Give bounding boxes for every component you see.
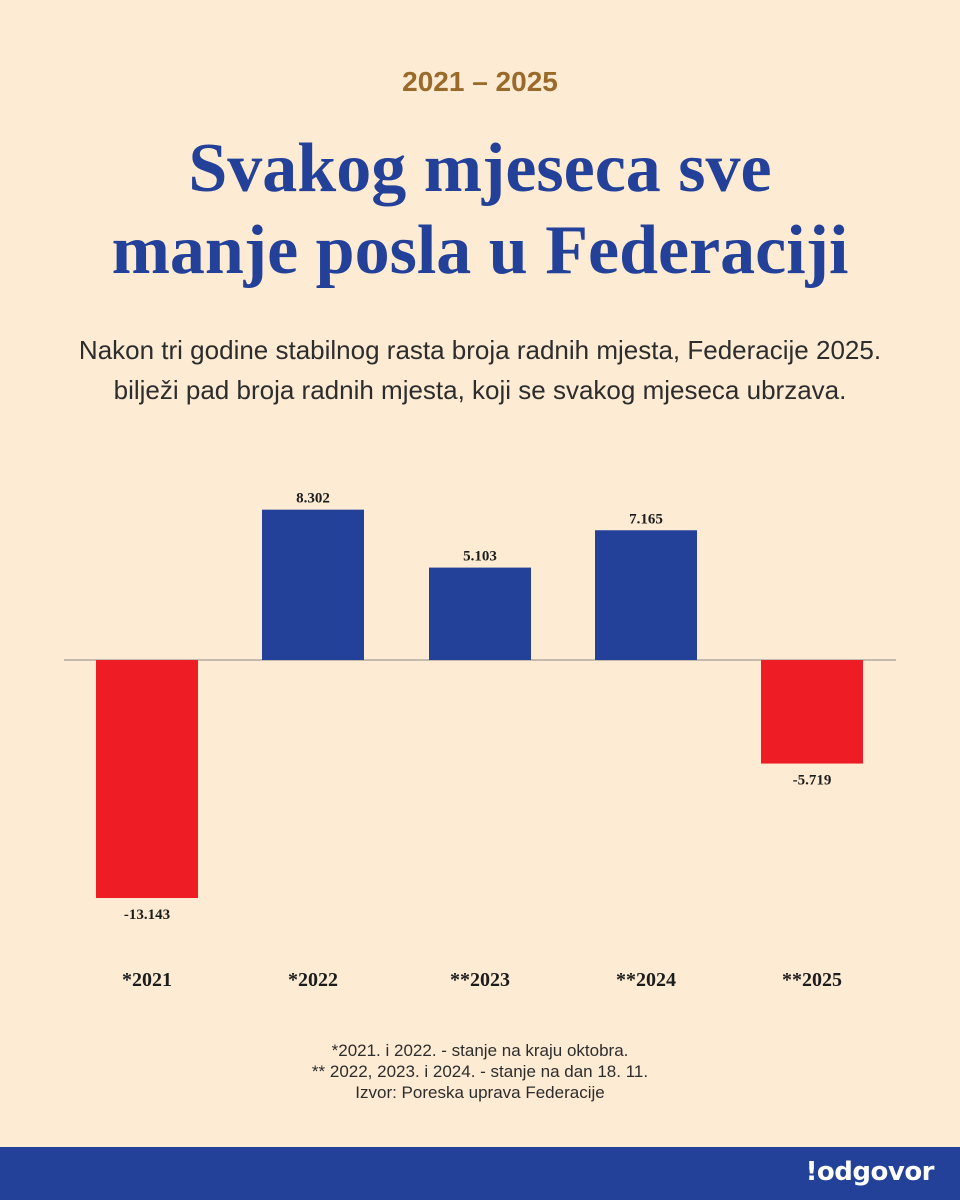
category-label-4: **2025 [782, 969, 842, 991]
bar-chart: -13.143 *2021 8.302 *2022 5.103 **2023 7.165 **… [64, 491, 896, 991]
brand-logo[interactable]: !odgovor [805, 1157, 935, 1187]
bar-value-label-4: -5.719 [793, 773, 832, 789]
bar-1 [262, 509, 364, 660]
title-line-2: manje posla u Federaciji [111, 212, 849, 289]
bar-value-label-2: 5.103 [463, 549, 497, 565]
category-label-3: **2024 [616, 969, 676, 991]
bar-4 [761, 660, 863, 764]
footnote-1: *2021. i 2022. - stanje na kraju oktobra… [331, 1041, 629, 1060]
footnote-2: ** 2022, 2023. i 2024. - stanje na dan 1… [311, 1062, 649, 1081]
title-line-1: Svakog mjeseca sve [188, 130, 772, 207]
category-label-1: *2022 [288, 969, 338, 991]
bar-value-label-3: 7.165 [629, 511, 663, 527]
bar-value-label-0: -13.143 [124, 907, 170, 923]
source-note: Izvor: Poreska uprava Federacije [355, 1083, 605, 1102]
subtitle: Nakon tri godine stabilnog rasta broja r… [78, 335, 882, 405]
date-range: 2021 – 2025 [402, 66, 558, 97]
bar-3 [595, 530, 697, 660]
footnotes: *2021. i 2022. - stanje na kraju oktobra… [0, 1040, 960, 1103]
footer-bar: !odgovor [0, 1147, 960, 1200]
page-title: Svakog mjeseca sve manje posla u Federac… [0, 128, 960, 292]
bar-value-label-1: 8.302 [296, 491, 330, 507]
bar-0 [96, 660, 198, 898]
category-label-2: **2023 [450, 969, 510, 991]
category-label-0: *2021 [122, 969, 172, 991]
bar-2 [429, 567, 531, 660]
